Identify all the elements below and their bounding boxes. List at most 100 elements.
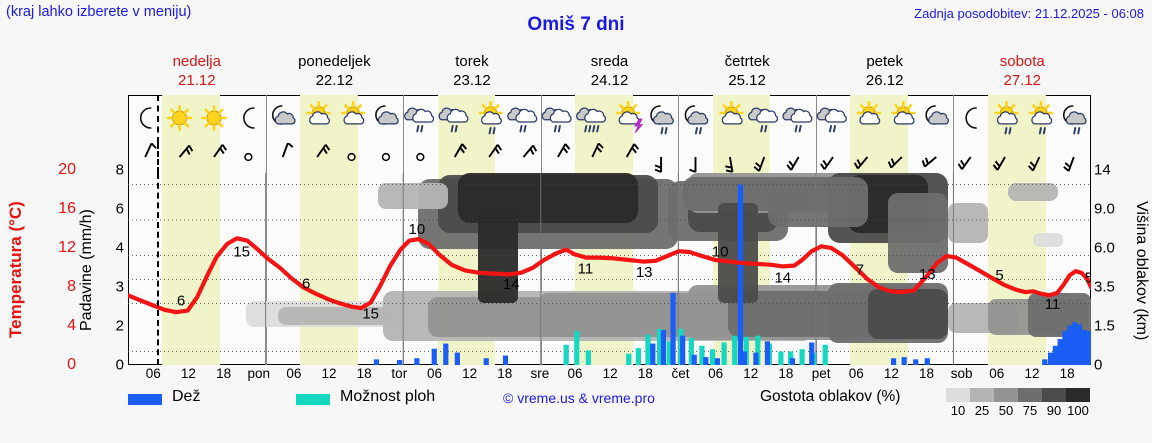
current-time-line	[157, 95, 160, 143]
rain-bar-9	[660, 330, 667, 365]
shower-bar-4	[635, 348, 641, 365]
cloud-density-color-ramp	[946, 388, 1090, 402]
shower-bar-3	[626, 353, 632, 365]
weather-icon-sun-cloud-storm-14	[616, 100, 644, 134]
wind-barb-11	[522, 144, 538, 158]
cloud-density-swatch-10	[946, 388, 970, 402]
rain-bar-22	[901, 357, 907, 365]
wind-barb-7	[381, 152, 391, 162]
wind-barb-10	[488, 144, 503, 158]
weather-icon-moon-cloud-7	[375, 105, 399, 125]
rain-legend-swatch	[128, 394, 162, 405]
weather-icon-sun-cloud-rain-26	[1028, 100, 1054, 135]
x-label-16: 06	[708, 366, 724, 381]
weather-icon-cloud-rain-8	[404, 107, 435, 133]
x-label-15: čet	[671, 366, 690, 381]
rain-bar-7	[502, 355, 509, 365]
weather-icon-moon-3	[243, 107, 255, 129]
x-axis-labels: 06 12 18 pon 06 12 18 tor 06 12 18 sre 06 12 18 čet 06 12…	[128, 366, 1091, 384]
x-label-0: 06	[145, 366, 161, 381]
rain-bar-26	[1047, 352, 1054, 365]
weather-icon-cloud-rain-9	[438, 107, 469, 133]
rain-bar-1	[396, 360, 403, 365]
rain-bar-12	[691, 354, 697, 365]
rain-bar-6	[483, 358, 489, 365]
wind-barb-17	[725, 156, 734, 173]
temperature-label-7: 13	[636, 264, 653, 281]
weather-icon-sun-cloud-17	[719, 100, 744, 126]
temperature-label-6: 11	[578, 261, 594, 278]
x-label-8: 06	[426, 366, 442, 381]
day-separator-2	[403, 143, 405, 173]
weather-icon-moon-cloud-rain-16	[684, 105, 709, 135]
day-weekday: sreda	[590, 53, 629, 70]
weather-icon-sun-cloud-22	[891, 100, 916, 126]
temp-tick-16: 16	[58, 200, 76, 217]
prec-tick-8: 8	[115, 161, 124, 179]
rain-bar-31	[1072, 322, 1078, 365]
day-separator-5	[815, 95, 817, 143]
shower-bar-6	[656, 328, 663, 365]
x-label-24: 06	[989, 366, 1005, 381]
x-label-11: sre	[530, 366, 550, 381]
day-weekday: sobota	[999, 53, 1045, 70]
wind-barb-6	[347, 152, 356, 162]
weather-icon-sun-1	[166, 105, 193, 131]
wind-barb-4	[281, 143, 294, 158]
weather-icon-sun-2	[201, 105, 227, 131]
location-menu-note: (kraj lahko izberete v meniju)	[6, 4, 192, 20]
wind-barb-1	[178, 144, 194, 158]
shower-bar-12	[721, 342, 727, 365]
day-separator-3	[540, 95, 542, 143]
rain-bar-18	[789, 358, 796, 365]
cloud-density-tick-75: 75	[1022, 403, 1038, 418]
wind-barb-12	[557, 143, 571, 158]
day-header-5: petek 26.12	[816, 52, 954, 92]
day-header-1: ponedeljek 22.12	[266, 52, 404, 92]
rain-legend-label: Dež	[172, 388, 201, 405]
day-separator-3	[540, 143, 542, 173]
cloud-tick-9.0: 9.0	[1094, 200, 1115, 218]
x-label-26: 18	[1059, 366, 1075, 381]
x-label-7: tor	[391, 366, 408, 381]
rain-bar-33	[1081, 330, 1087, 365]
day-date: 23.12	[453, 72, 491, 89]
wind-barb-25	[992, 156, 1006, 171]
shower-bar-7	[666, 341, 672, 365]
x-label-25: 12	[1024, 366, 1040, 381]
temperature-label-3: 15	[362, 306, 379, 323]
rain-bar-13	[703, 357, 709, 365]
day-separator-2	[403, 95, 405, 143]
rain-bar-10	[670, 292, 676, 365]
day-separator-6	[953, 143, 955, 173]
wind-barb-23	[921, 156, 937, 168]
weather-icon-sun-cloud-5	[306, 100, 331, 126]
x-label-20: 06	[848, 366, 864, 381]
weather-icon-band	[128, 95, 1091, 143]
x-label-6: 18	[356, 366, 372, 381]
rain-bar-2	[414, 358, 420, 365]
cloud-density-tick-100: 100	[1067, 403, 1089, 418]
wind-barb-21	[853, 156, 869, 170]
temperature-label-13: 11	[1045, 296, 1061, 313]
temp-tick-12: 12	[58, 239, 76, 256]
daylight-shade-5	[850, 143, 909, 173]
last-update-text: Zadnja posodobitev: 21.12.2025 - 06:08	[914, 6, 1144, 21]
wind-barb-0	[144, 143, 157, 158]
shower-bar-10	[699, 345, 705, 365]
shower-bar-11	[709, 349, 716, 365]
weather-icon-moon-cloud-rain-27	[1062, 105, 1087, 135]
rain-bar-28	[1057, 339, 1063, 365]
x-label-22: 18	[919, 366, 935, 381]
cloud-tick-3.5: 3.5	[1094, 278, 1115, 296]
shower-bar-19	[799, 349, 805, 365]
rain-bar-34	[1086, 331, 1091, 365]
weather-icon-moon-cloud-rain-15	[650, 105, 674, 135]
copyright-link[interactable]: © vreme.us & vreme.pro	[503, 390, 655, 406]
chart-legend: Dež Možnost ploh © vreme.us & vreme.pro …	[128, 388, 1148, 418]
temperature-label-10: 7	[856, 261, 864, 278]
rain-bar-3	[431, 348, 437, 365]
prec-tick-2: 2	[115, 317, 124, 335]
day-date: 26.12	[865, 72, 904, 89]
rain-bar-0	[373, 359, 380, 365]
